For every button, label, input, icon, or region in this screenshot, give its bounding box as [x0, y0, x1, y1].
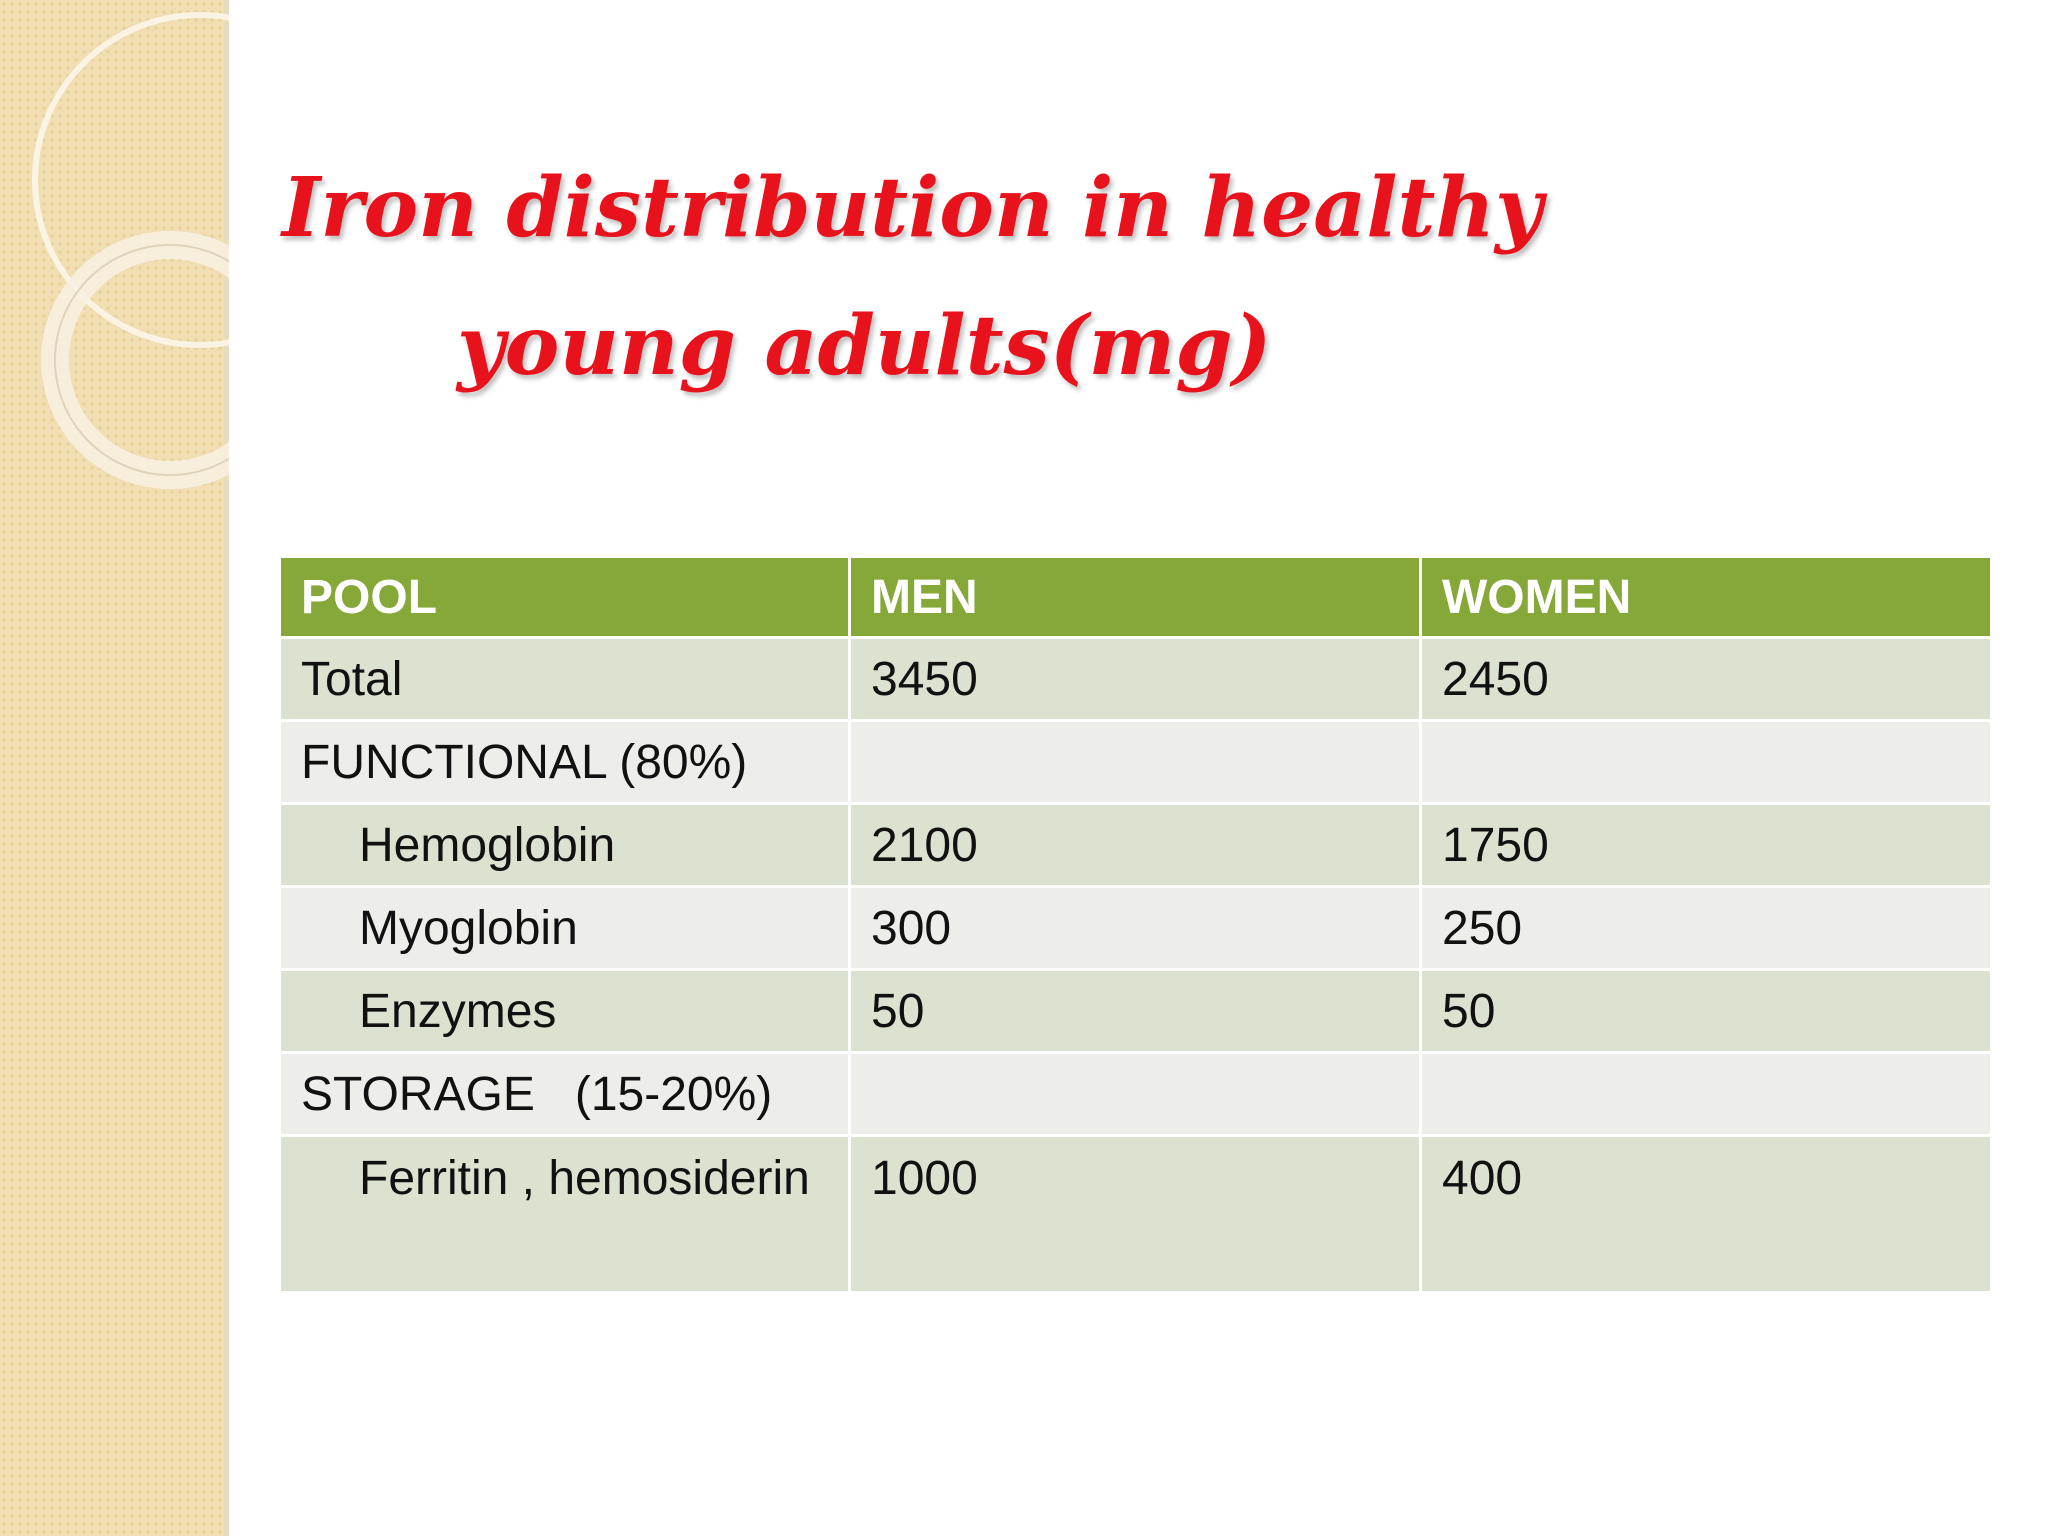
- table-row: FUNCTIONAL (80%): [278, 719, 1993, 805]
- deco-ring: [54, 244, 229, 476]
- table-cell: [1419, 1051, 1993, 1137]
- table-cell: FUNCTIONAL (80%): [278, 719, 851, 805]
- table-row: Myoglobin 300 250: [278, 885, 1993, 971]
- header-cell: POOL: [278, 555, 851, 639]
- header-cell: MEN: [848, 555, 1422, 639]
- title-line: Iron distribution in healthy: [282, 160, 1543, 256]
- strip-edge: [224, 0, 229, 1536]
- table-cell: 3450: [848, 636, 1422, 722]
- strip-bg: [0, 0, 229, 1536]
- table-cell: 2100: [848, 802, 1422, 888]
- table-row: Ferritin , hemosiderin 1000 400: [278, 1134, 1993, 1294]
- table-row: Hemoglobin 2100 1750: [278, 802, 1993, 888]
- table-cell: Enzymes: [278, 968, 851, 1054]
- table-cell: 50: [1419, 968, 1993, 1054]
- iron-table: POOL MEN WOMEN Total 3450 2450 FUNCTIONAL (80…: [278, 555, 1993, 1294]
- table-row: STORAGE (15-20%): [278, 1051, 1993, 1137]
- table-cell: [848, 1051, 1422, 1137]
- side-strip: [0, 0, 229, 1536]
- table-cell: 1000: [848, 1134, 1422, 1294]
- table-cell: 300: [848, 885, 1422, 971]
- table-cell: Total: [278, 636, 851, 722]
- table-cell: 250: [1419, 885, 1993, 971]
- table-cell: 2450: [1419, 636, 1993, 722]
- table-cell: 1750: [1419, 802, 1993, 888]
- table-cell: Myoglobin: [278, 885, 851, 971]
- table-cell: STORAGE (15-20%): [278, 1051, 851, 1137]
- table-cell: [1419, 719, 1993, 805]
- table-row: Enzymes 50 50: [278, 968, 1993, 1054]
- table-cell: Ferritin , hemosiderin: [278, 1134, 851, 1294]
- table-cell: 50: [848, 968, 1422, 1054]
- header-cell: WOMEN: [1419, 555, 1993, 639]
- table-cell: 400: [1419, 1134, 1993, 1294]
- table-row: Total 3450 2450: [278, 636, 1993, 722]
- table-cell: [848, 719, 1422, 805]
- deco-ring: [32, 12, 229, 348]
- header-row: POOL MEN WOMEN: [278, 555, 1993, 639]
- table-cell: Hemoglobin: [278, 802, 851, 888]
- title-line: young adults(mg): [457, 298, 1272, 394]
